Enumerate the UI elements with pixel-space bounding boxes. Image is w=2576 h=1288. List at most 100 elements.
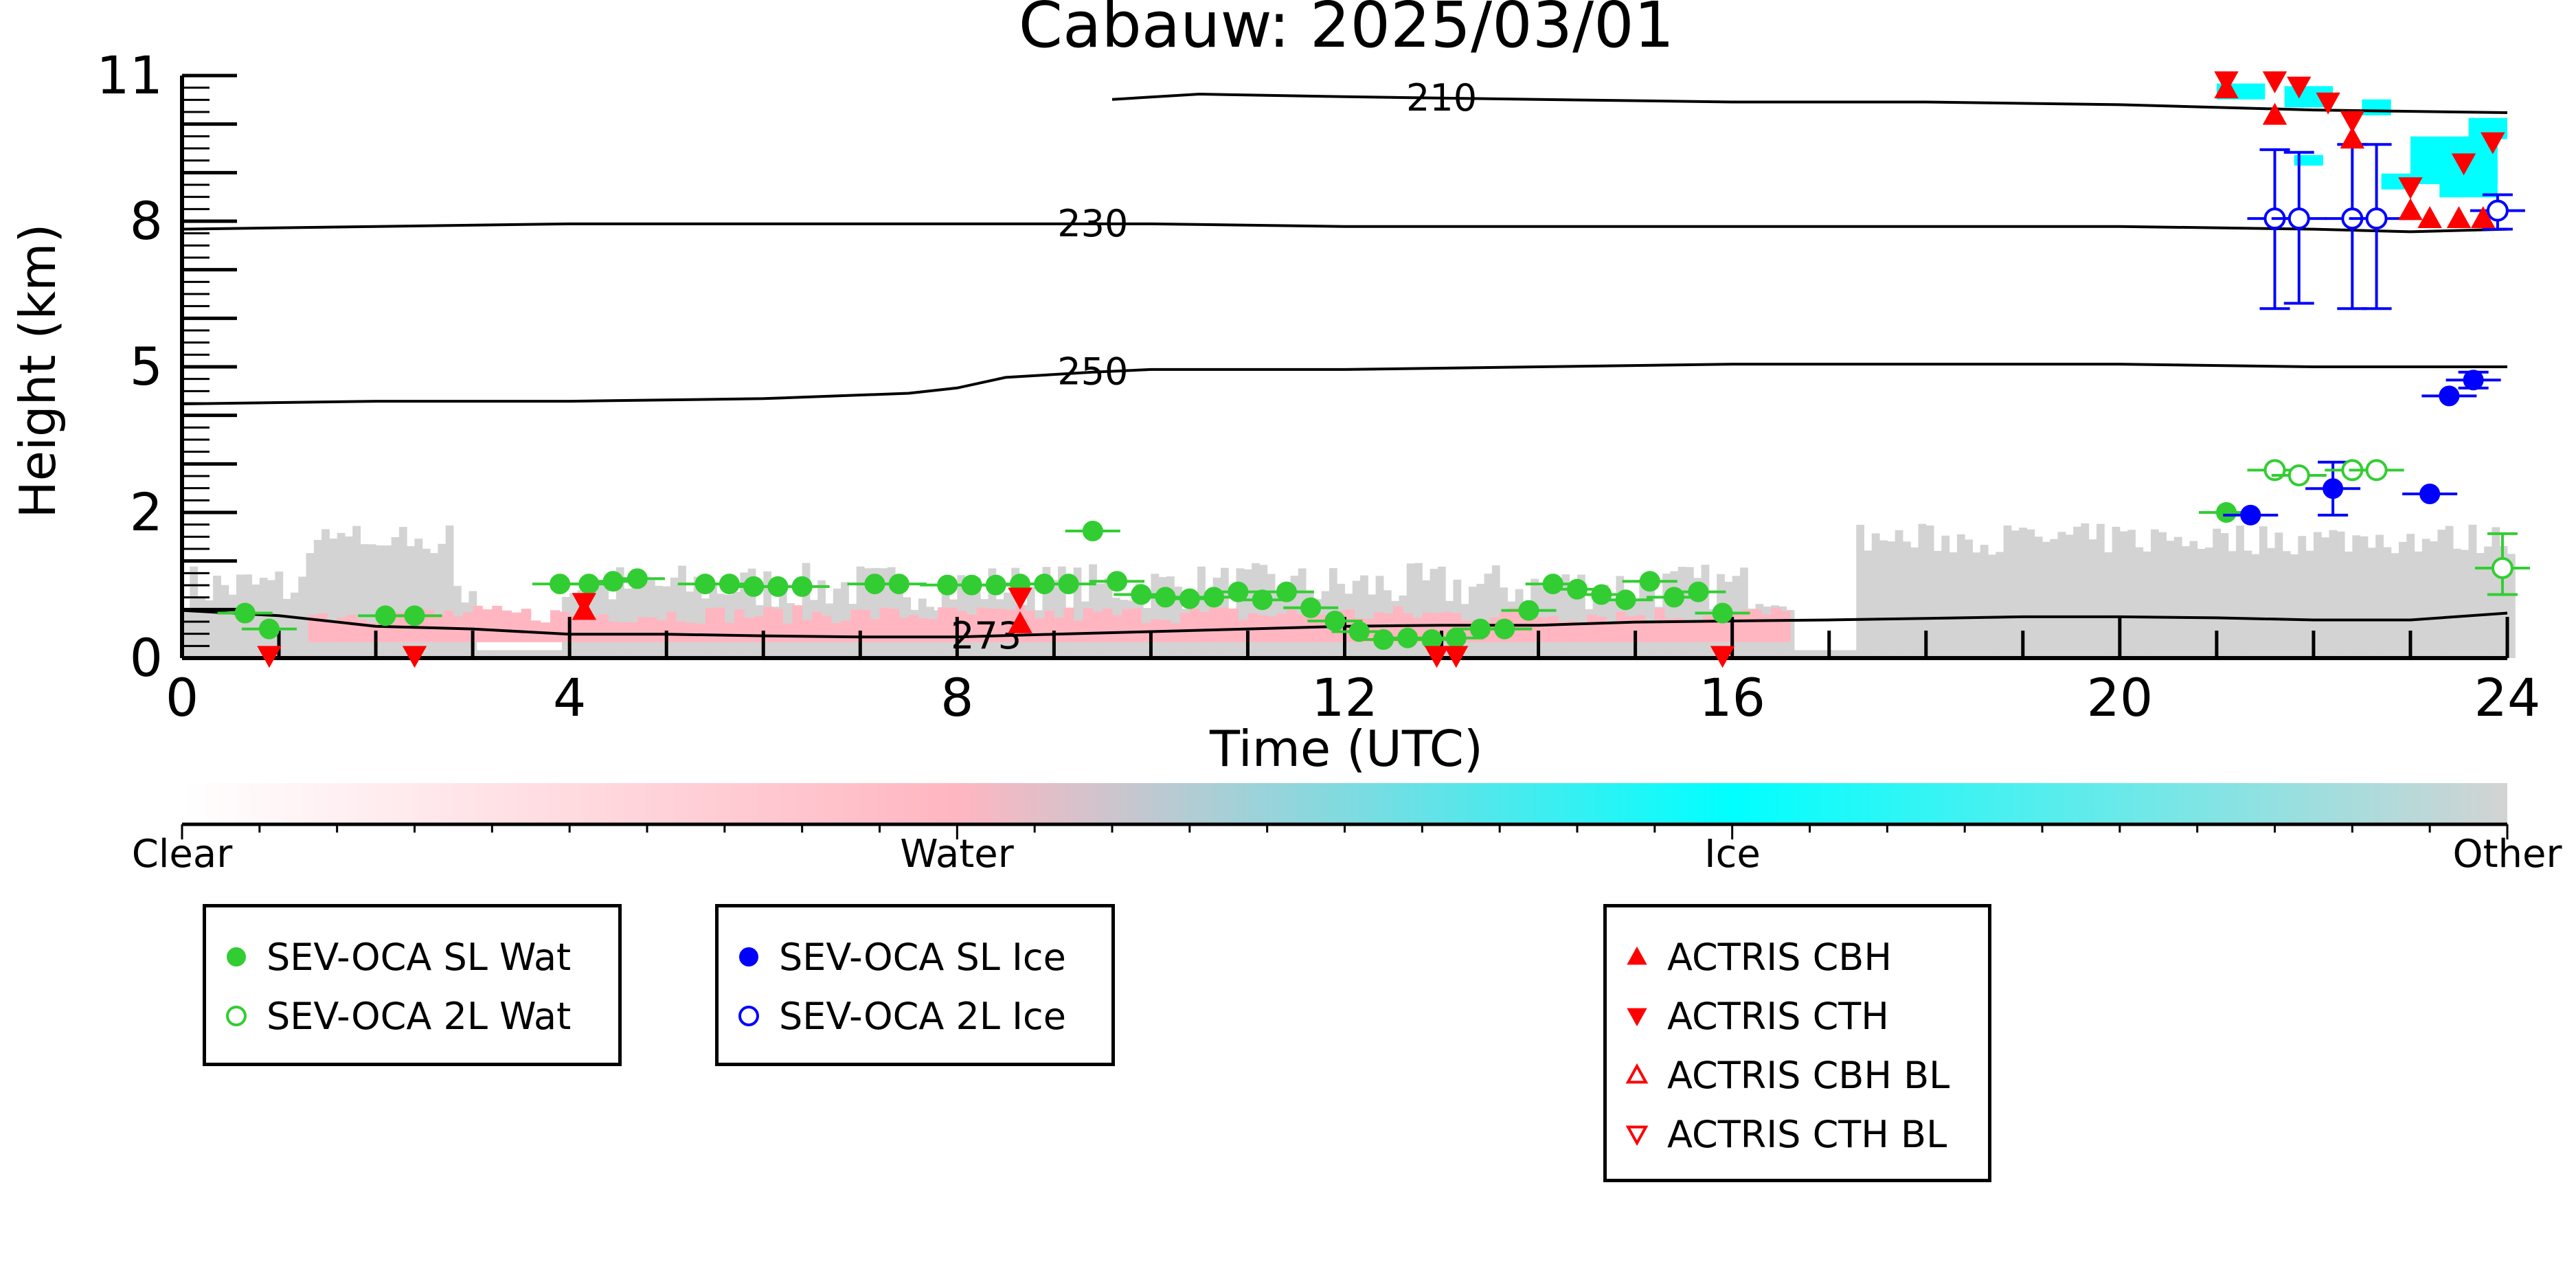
band-other [438,543,447,658]
band-other [2173,536,2182,658]
band-water [831,622,841,642]
band-other [1864,550,1873,658]
band-other [484,650,493,658]
band-other [1174,587,1183,658]
legend-actris: ACTRIS CBH ACTRIS CTH ACTRIS CBH BL ACTR… [1603,904,1991,1182]
band-water [705,608,716,642]
band-water [1606,622,1616,642]
band-other [1491,565,1500,658]
data-point-sev-oca-sl-wat [888,574,909,595]
band-water [317,613,328,642]
band-other [306,553,315,658]
legend-marker-icon [738,1006,759,1026]
band-other [2158,532,2167,658]
band-other [1833,650,1842,658]
band-other [2414,551,2423,658]
band-other [1677,567,1686,658]
band-other [1840,650,1849,658]
data-point-sev-oca-sl-wat [1348,621,1370,642]
band-other [313,540,322,658]
band-other [841,582,849,658]
band-other [1406,563,1415,658]
data-point-actris-cth [2287,76,2312,99]
band-water [647,617,657,642]
band-other [1267,574,1276,658]
band-other [2274,532,2283,658]
band-other [2367,547,2376,658]
band-other [2492,527,2500,658]
band-water [1664,618,1675,642]
band-other [1941,535,1950,658]
band-water [734,609,745,642]
data-point-sev-oca-sl-ice [2439,385,2460,407]
band-other [2073,526,2081,658]
band-water [308,615,318,642]
band-other [539,650,547,658]
band-other [1577,574,1585,658]
band-other [2166,541,2175,658]
band-other [802,563,811,658]
band-water [1209,607,1219,642]
legend-glyph [739,947,758,967]
data-point-actris-cth [1424,646,1449,668]
data-point-sev-oca-sl-wat [234,602,256,624]
data-point-actris-cth [2316,92,2340,115]
y-tick-label: 0 [130,627,163,688]
isotherm-line [1111,92,2508,114]
band-other [2259,526,2268,658]
data-point-sev-oca-sl-wat [1058,574,1079,595]
y-tick-label: 11 [96,45,163,106]
band-water [889,608,900,642]
band-other [678,565,686,658]
band-water [928,619,938,642]
band-other [2290,554,2298,658]
data-point-sev-oca-sl-wat [1131,584,1152,605]
band-other [352,526,361,658]
band-water [879,607,890,642]
band-other [554,650,563,658]
data-point-actris-cbh [2446,206,2472,228]
band-other [2096,523,2105,658]
y-tick-label: 8 [130,190,163,251]
x-tick-label: 12 [1311,667,1378,728]
band-other [499,650,508,658]
data-point-sev-oca-sl-ice [2463,370,2484,391]
legend-glyph [1627,1008,1647,1027]
band-water [908,615,919,642]
band-water [1122,609,1132,642]
y-axis-label: Height (km) [9,224,67,519]
band-other [2437,530,2446,658]
band-other [2313,532,2322,658]
band-other [507,650,516,658]
band-water [1713,620,1724,642]
band-other [2476,553,2485,658]
band-water [1674,618,1684,642]
band-water [870,619,880,642]
band-other [1918,523,1927,658]
band-other [383,545,392,658]
band-other [2112,526,2121,658]
band-other [337,532,346,658]
x-tick-label: 0 [166,667,199,728]
band-water [521,609,532,642]
legend-glyph [1625,1125,1649,1146]
band-other [2399,541,2407,658]
band-other [1972,552,1981,658]
band-water [463,612,473,642]
band-other [2329,530,2338,658]
data-point-sev-oca-sl-wat [1518,600,1539,621]
band-water [986,608,997,642]
band-other [2182,546,2190,658]
band-other [213,576,221,658]
band-other [221,585,229,658]
band-water [1741,609,1752,642]
band-other [376,545,384,658]
legend-label: SEV-OCA SL Ice [779,935,1066,979]
colorbar-label-water: Water [900,832,1015,877]
band-other [2150,529,2159,658]
legend-marker-icon [1627,1008,1647,1027]
band-other [1252,563,1260,658]
band-other [430,553,438,658]
band-water [637,617,648,642]
data-point-actris-cth [1710,646,1735,668]
